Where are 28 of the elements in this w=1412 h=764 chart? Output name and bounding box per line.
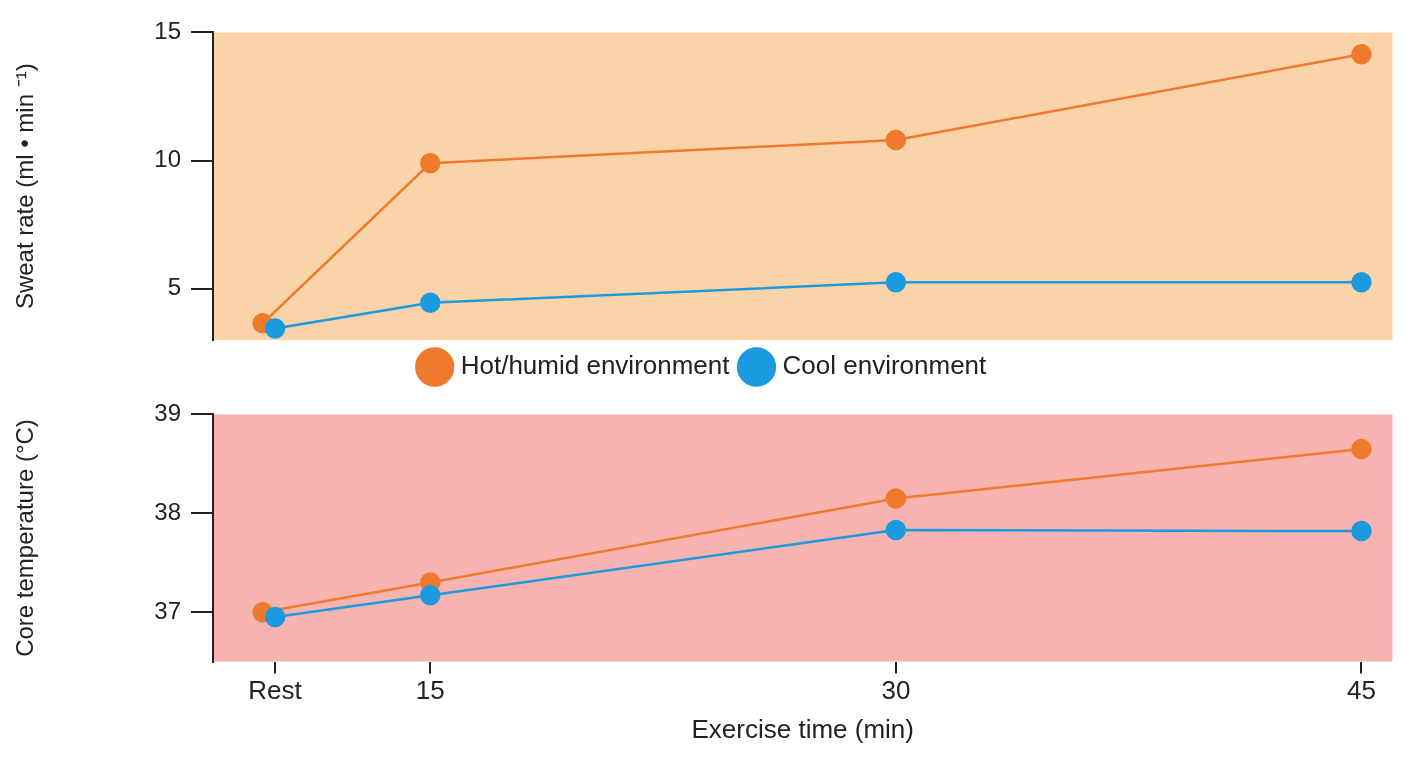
legend-label: Cool environment: [782, 350, 988, 381]
point: [885, 488, 907, 509]
y-tick-label: 10: [154, 145, 181, 173]
point: [264, 606, 286, 628]
point: [420, 292, 441, 314]
y-axis-title: Core temperature (°C): [11, 419, 39, 657]
point: [420, 152, 441, 174]
y-tick-label: 15: [154, 17, 181, 45]
point: [885, 519, 907, 541]
point: [420, 585, 441, 606]
point: [1351, 438, 1372, 460]
x-tick-label: 30: [881, 675, 911, 706]
x-axis-title: Exercise time (min): [691, 713, 914, 744]
x-tick-label: Rest: [248, 675, 303, 706]
point: [1351, 43, 1372, 65]
x-tick-label: 45: [1347, 675, 1376, 706]
point: [1351, 272, 1372, 293]
y-axis-title: Sweat rate (ml • min ⁻¹): [11, 63, 39, 310]
y-tick-label: 38: [154, 497, 181, 525]
point: [264, 318, 286, 339]
x-tick-label: 15: [415, 675, 445, 706]
point: [885, 272, 907, 293]
y-tick-label: 37: [154, 596, 181, 624]
point: [885, 129, 907, 151]
y-tick-label: 39: [154, 399, 181, 427]
point: [1351, 520, 1372, 542]
legend-label: Hot/humid environment: [460, 350, 731, 381]
y-tick-label: 5: [167, 273, 181, 301]
